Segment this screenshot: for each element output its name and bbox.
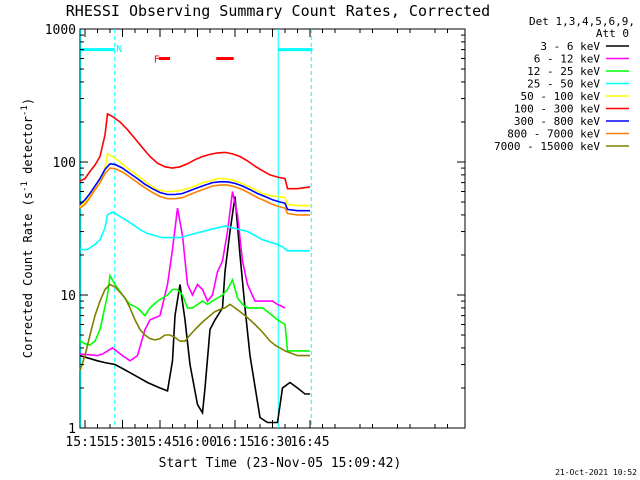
y-tick-label-1: 10 <box>60 289 76 304</box>
x-tick-label-1: 15:30 <box>103 435 142 450</box>
legend-label-8: 7000 - 15000 keV <box>494 140 600 153</box>
series-line-8 <box>79 283 310 371</box>
series-line-3 <box>80 211 310 252</box>
y-axis-label-end: ) <box>21 98 35 105</box>
y-axis-label-sup1: -1 <box>20 181 30 192</box>
x-tick-label-2: 15:45 <box>140 435 179 450</box>
series-line-5 <box>79 112 311 190</box>
legend-label-2: 12 - 25 keV <box>527 65 600 78</box>
y-axis-label-sup2: -1 <box>20 105 30 116</box>
series-line-0 <box>79 196 310 424</box>
series-line-7 <box>79 167 310 216</box>
legend-header-line-2: Att 0 <box>596 27 629 40</box>
y-tick-label-3: 1000 <box>45 23 76 38</box>
x-tick-label-0: 15:15 <box>65 435 104 450</box>
series-line-1 <box>79 191 286 362</box>
legend-label-3: 25 - 50 keV <box>527 78 600 91</box>
y-axis-label: Corrected Count Rate (s-1 detector-1) <box>20 98 35 358</box>
annotation-1: F <box>154 55 160 66</box>
x-tick-label-5: 16:30 <box>253 435 292 450</box>
marker-layer <box>80 29 312 428</box>
x-axis-label: Start Time (23-Nov-05 15:09:42) <box>159 456 402 471</box>
legend-header-line-1: Det 1,3,4,5,6,9, <box>529 15 635 28</box>
y-axis-label-main: Corrected Count Rate (s <box>21 192 35 358</box>
y-tick-label-0: 1 <box>68 422 76 437</box>
y-tick-label-2: 100 <box>53 156 76 171</box>
x-tick-label-4: 16:15 <box>215 435 254 450</box>
legend-label-6: 300 - 800 keV <box>514 115 600 128</box>
legend-label-7: 800 - 7000 keV <box>507 128 600 141</box>
chart-title: RHESSI Observing Summary Count Rates, Co… <box>66 2 490 20</box>
legend-label-1: 6 - 12 keV <box>534 53 601 66</box>
series-line-6 <box>79 162 310 212</box>
x-tick-label-3: 16:00 <box>178 435 217 450</box>
annotation-layer: NF <box>80 44 313 66</box>
annotation-0: N <box>116 44 122 55</box>
x-tick-label-6: 16:45 <box>290 435 329 450</box>
series-line-2 <box>79 273 310 352</box>
legend-label-4: 50 - 100 keV <box>521 90 601 103</box>
legend-label-0: 3 - 6 keV <box>540 40 600 53</box>
legend-label-5: 100 - 300 keV <box>514 103 600 116</box>
y-axis-label-mid: detector <box>21 116 35 181</box>
series-line-4 <box>79 152 310 208</box>
series-layer <box>79 112 311 424</box>
timestamp: 21-Oct-2021 10:52 <box>555 468 637 477</box>
